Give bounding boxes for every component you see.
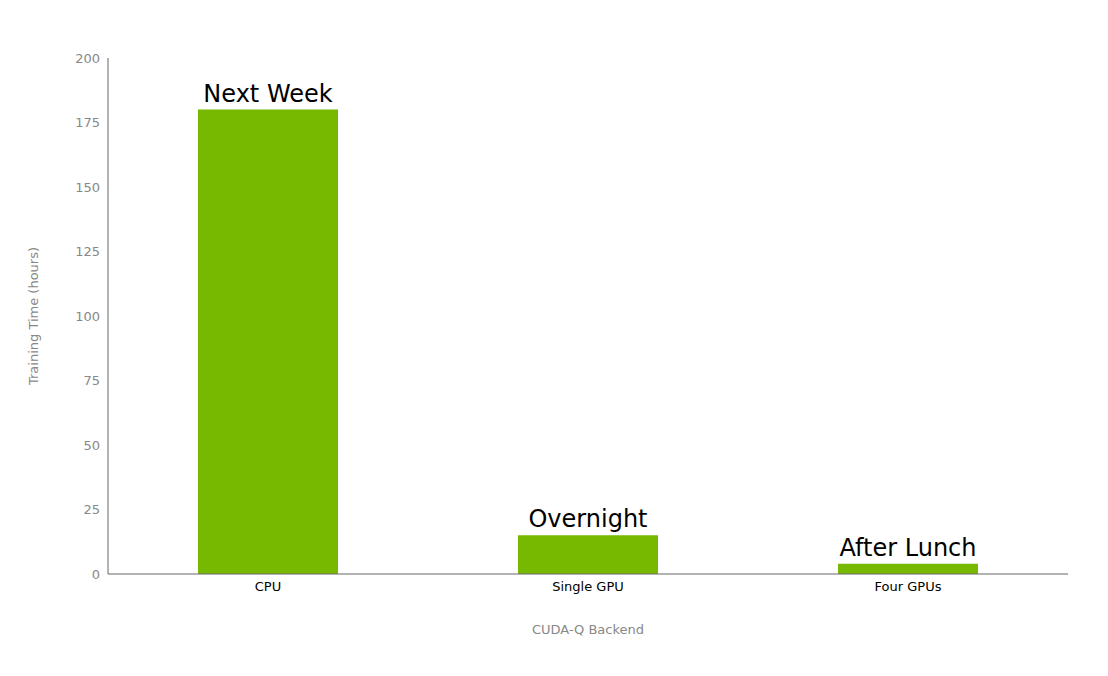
svg-text:75: 75 [83, 373, 100, 388]
svg-text:125: 125 [75, 244, 100, 259]
svg-text:200: 200 [75, 51, 100, 66]
svg-text:CPU: CPU [255, 579, 281, 594]
svg-text:Training Time (hours): Training Time (hours) [26, 247, 41, 386]
svg-text:50: 50 [83, 438, 100, 453]
svg-text:Single GPU: Single GPU [552, 579, 624, 594]
svg-text:After Lunch: After Lunch [839, 534, 976, 562]
svg-text:0: 0 [92, 567, 100, 582]
svg-text:Four GPUs: Four GPUs [875, 579, 942, 594]
svg-text:Next Week: Next Week [203, 80, 332, 108]
svg-text:175: 175 [75, 115, 100, 130]
svg-text:25: 25 [83, 502, 100, 517]
svg-text:100: 100 [75, 309, 100, 324]
svg-text:Overnight: Overnight [528, 505, 647, 533]
svg-text:CUDA-Q Backend: CUDA-Q Backend [532, 622, 644, 637]
svg-text:150: 150 [75, 180, 100, 195]
